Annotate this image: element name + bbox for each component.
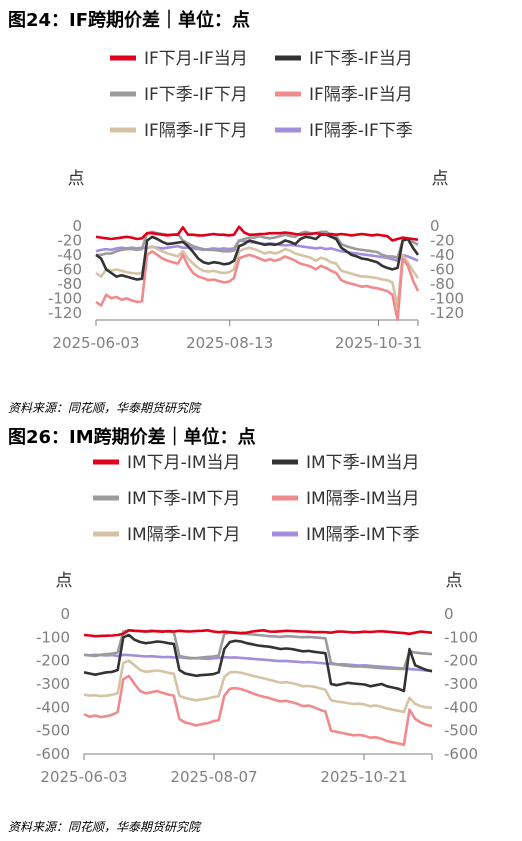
legend-label: IM下季-IM当月 <box>306 453 420 473</box>
y-tick-left: 0 <box>60 605 70 623</box>
y-tick-left: -200 <box>36 652 70 670</box>
y-tick-left: -300 <box>36 675 70 693</box>
y-unit-left: 点 <box>56 571 73 591</box>
y-tick-right: -200 <box>444 652 478 670</box>
chart-title-im: 图26：IM跨期价差｜单位：点 <box>8 423 256 449</box>
im-spread-chart: IM下月-IM当月 IM下季-IM当月 IM下季-IM下月 IM隔季-IM当月 IM隔季… <box>0 448 522 793</box>
x-tick-label: 2025-10-21 <box>320 768 407 786</box>
series-line <box>84 630 432 669</box>
legend-label: IF下季-IF下月 <box>144 85 248 105</box>
legend-label: IF下月-IF当月 <box>144 49 248 69</box>
y-unit-right: 点 <box>432 169 449 189</box>
legend-label: IM隔季-IM下月 <box>127 525 241 545</box>
y-tick-left: -120 <box>48 304 82 322</box>
y-tick-right: -300 <box>444 675 478 693</box>
series-line <box>84 676 432 745</box>
y-tick-right: 0 <box>444 605 454 623</box>
legend-label: IM下月-IM当月 <box>127 453 241 473</box>
y-tick-left: -600 <box>36 745 70 763</box>
legend-label: IF隔季-IF下月 <box>144 121 248 141</box>
y-unit-right: 点 <box>446 571 463 591</box>
legend-label: IM下季-IM下月 <box>127 489 241 509</box>
x-tick-label: 2025-06-03 <box>40 768 127 786</box>
series-line <box>84 635 432 691</box>
x-tick-label: 2025-06-03 <box>52 334 139 352</box>
chart-title-if: 图24：IF跨期价差｜单位：点 <box>8 6 250 32</box>
y-tick-left: -500 <box>36 722 70 740</box>
source-note-if: 资料来源：同花顺，华泰期货研究院 <box>8 399 200 416</box>
legend-label: IF下季-IF当月 <box>309 49 413 69</box>
y-tick-right: -500 <box>444 722 478 740</box>
x-tick-label: 2025-08-13 <box>186 334 273 352</box>
y-tick-right: -600 <box>444 745 478 763</box>
y-tick-right: -400 <box>444 698 478 716</box>
x-tick-label: 2025-10-31 <box>335 334 422 352</box>
legend-label: IM隔季-IM当月 <box>306 489 420 509</box>
y-tick-right: -100 <box>444 628 478 646</box>
if-spread-chart: IF下月-IF当月 IF下季-IF当月 IF下季-IF下月 IF隔季-IF当月 IF隔季… <box>0 34 522 374</box>
legend-label: IM隔季-IM下季 <box>306 525 420 545</box>
legend-label: IF隔季-IF当月 <box>309 85 413 105</box>
y-tick-left: -100 <box>36 628 70 646</box>
y-unit-left: 点 <box>68 169 85 189</box>
legend-label: IF隔季-IF下季 <box>309 121 413 141</box>
source-note-im: 资料来源：同花顺，华泰期货研究院 <box>8 818 200 835</box>
y-tick-left: -400 <box>36 698 70 716</box>
y-tick-right: -120 <box>430 304 464 322</box>
x-tick-label: 2025-08-07 <box>170 768 257 786</box>
